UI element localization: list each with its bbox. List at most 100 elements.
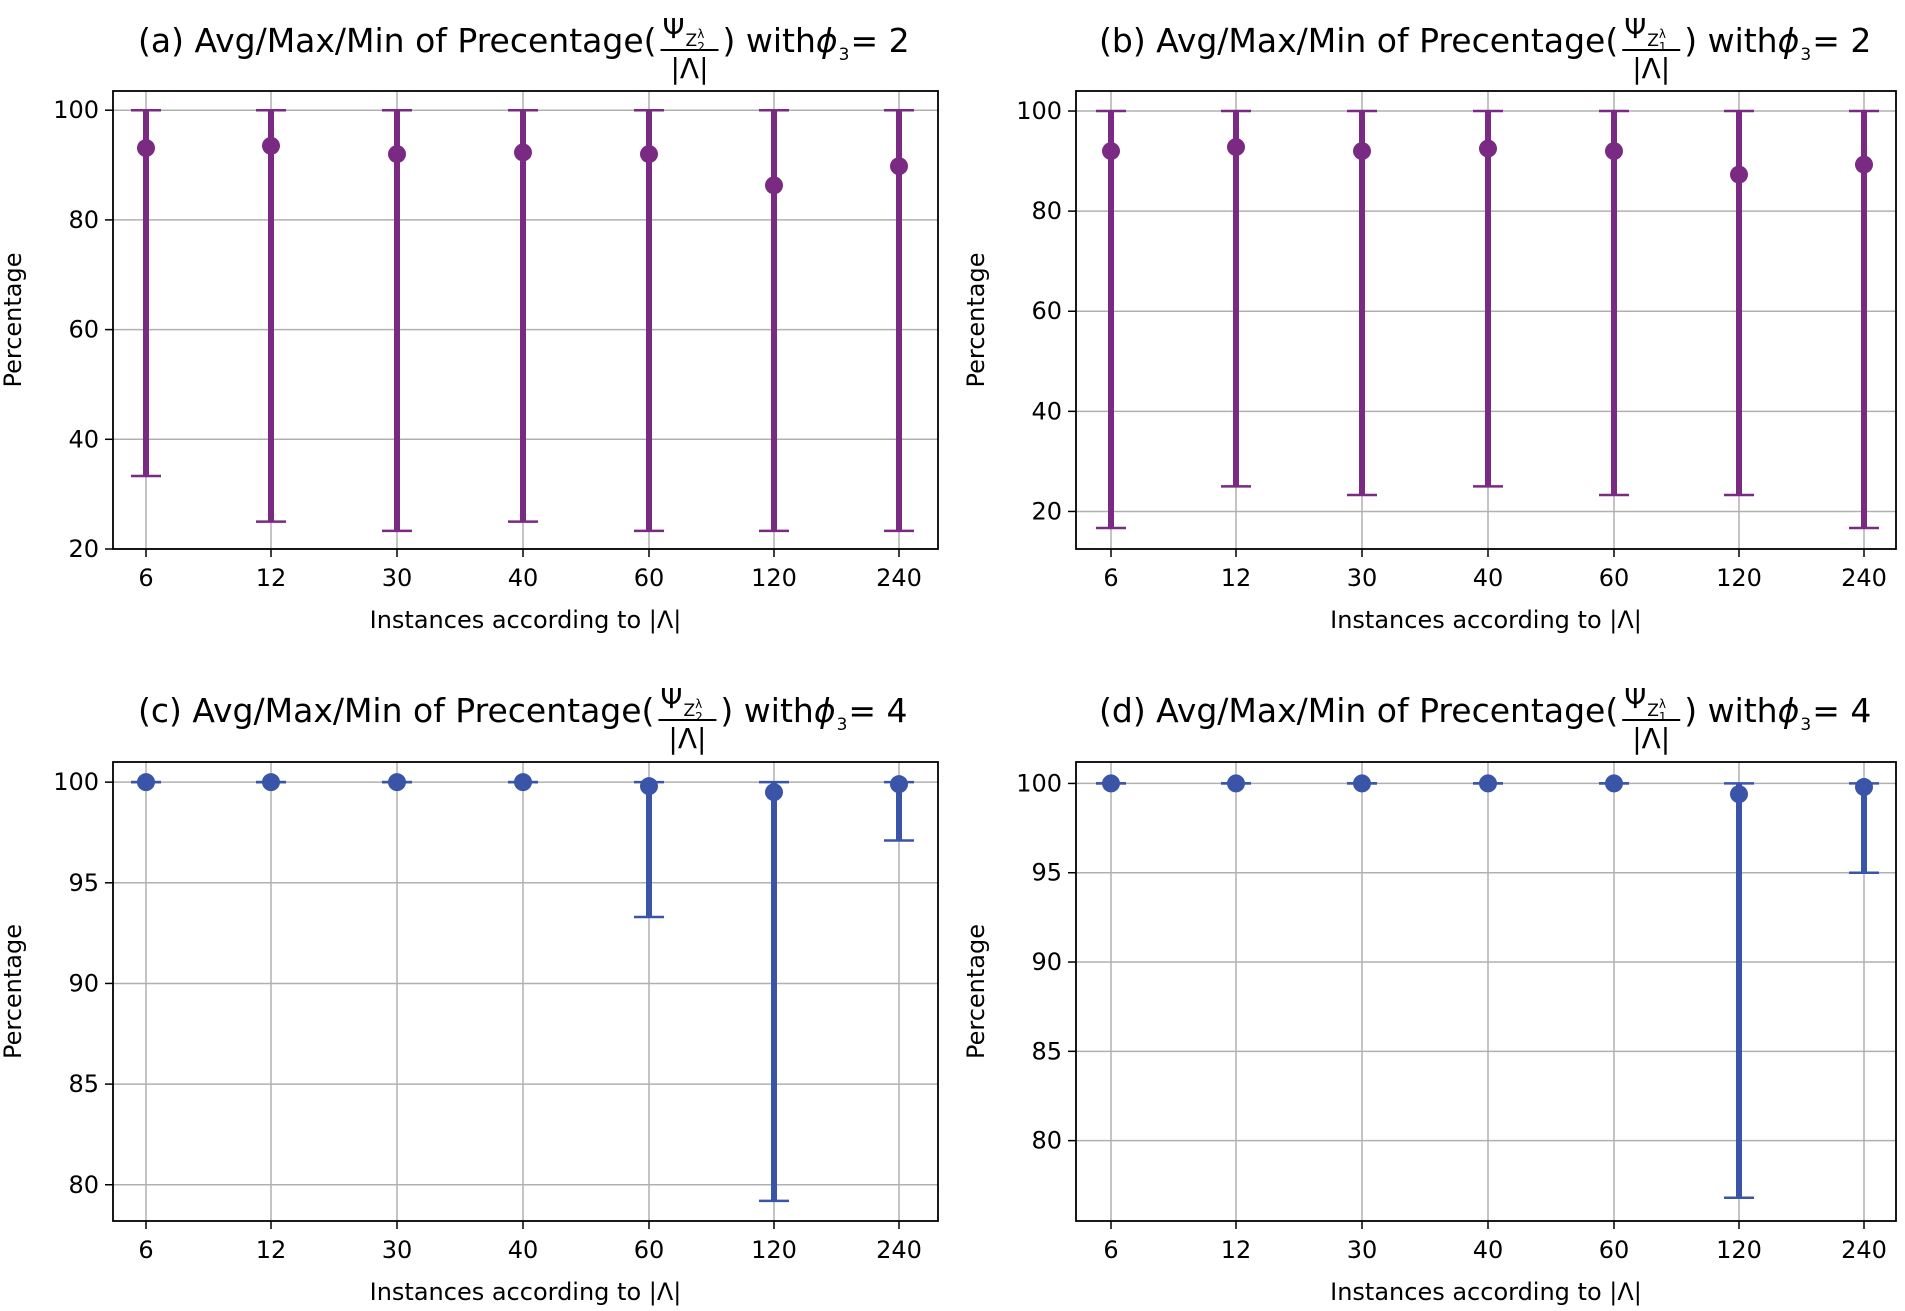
x-tick-label: 6 xyxy=(138,1236,153,1264)
x-tick-label: 60 xyxy=(634,1236,665,1264)
fraction-numerator-subsub: 2 xyxy=(697,40,705,54)
title-suffix: ) with xyxy=(1684,691,1777,730)
y-tick-label: 95 xyxy=(1031,859,1062,887)
axes-frame xyxy=(112,761,939,1222)
fraction-numerator-supsup: λ xyxy=(1659,27,1666,41)
x-tick-label: 6 xyxy=(138,564,153,592)
y-tick-label: 90 xyxy=(1031,948,1062,976)
title-phi-sub: 3 xyxy=(837,715,848,735)
avg-marker xyxy=(1855,155,1873,174)
x-tick-label: 120 xyxy=(751,1236,797,1264)
y-tick-label: 100 xyxy=(1016,769,1062,797)
avg-marker xyxy=(1605,774,1623,793)
avg-marker xyxy=(1605,142,1623,161)
x-tick-label: 30 xyxy=(1347,1236,1378,1264)
title-phi: ϕ xyxy=(1778,691,1800,730)
chart-d: 80 85 90 95 100 6 12 30 40 60 120 240 Instances acco… xyxy=(962,682,1897,1306)
x-tick-label: 240 xyxy=(1841,564,1887,592)
x-tick-label: 6 xyxy=(1103,564,1118,592)
y-axis-label: Percentage xyxy=(962,924,990,1059)
avg-marker xyxy=(388,773,406,792)
y-tick-label: 20 xyxy=(68,535,99,563)
x-tick-label: 40 xyxy=(1473,564,1504,592)
fraction-numerator-subsub: 1 xyxy=(1659,710,1667,724)
x-axis-label: Instances according to |Λ| xyxy=(1330,1278,1642,1306)
title-phi-value: = 2 xyxy=(851,21,910,60)
fraction-numerator-supsup: λ xyxy=(697,27,704,41)
y-tick-label: 60 xyxy=(1031,297,1062,325)
y-tick-label: 80 xyxy=(1031,197,1062,225)
x-tick-label: 60 xyxy=(1599,1236,1630,1264)
y-tick-label: 60 xyxy=(68,316,99,344)
axes-frame xyxy=(1075,761,1897,1222)
y-tick-label: 20 xyxy=(1031,497,1062,525)
title-phi: ϕ xyxy=(1778,21,1800,60)
chart-b: 20 40 60 80 100 6 12 30 40 60 120 240 Instances acco… xyxy=(962,12,1897,634)
y-axis-label: Percentage xyxy=(0,924,27,1059)
y-tick-label: 80 xyxy=(68,206,99,234)
fraction-denominator: |Λ| xyxy=(1632,722,1670,755)
fraction-numerator-sub: Z xyxy=(1647,701,1659,721)
fraction-denominator: |Λ| xyxy=(670,52,708,85)
chart-title: (c) Avg/Max/Min of Precentage(Ψ Z 2λ |Λ|) w… xyxy=(138,682,908,755)
fraction-denominator: |Λ| xyxy=(668,722,706,755)
avg-marker xyxy=(1730,785,1748,804)
avg-marker xyxy=(262,773,280,792)
x-tick-label: 12 xyxy=(1221,1236,1252,1264)
x-tick-label: 40 xyxy=(508,564,539,592)
x-tick-label: 120 xyxy=(751,564,797,592)
avg-marker xyxy=(1102,142,1120,161)
title-phi-sub: 3 xyxy=(1800,715,1811,735)
x-tick-label: 12 xyxy=(256,1236,287,1264)
fraction-numerator: Ψ xyxy=(1624,12,1646,45)
title-phi: ϕ xyxy=(814,691,836,730)
avg-marker xyxy=(137,773,155,792)
y-axis-label: Percentage xyxy=(0,252,27,387)
y-tick-label: 40 xyxy=(68,425,99,453)
chart-a: 20 40 60 80 100 6 12 30 40 60 120 240 Instances acco… xyxy=(0,12,939,634)
x-tick-label: 6 xyxy=(1103,1236,1118,1264)
title-phi: ϕ xyxy=(816,21,838,60)
title-prefix: (a) Avg/Max/Min of Precentage( xyxy=(138,21,657,60)
avg-marker xyxy=(1479,774,1497,793)
fraction-numerator: Ψ xyxy=(660,682,682,715)
fraction-numerator: Ψ xyxy=(1624,682,1646,715)
y-tick-label: 100 xyxy=(1016,97,1062,125)
x-axis-label: Instances according to |Λ| xyxy=(1330,606,1642,634)
avg-marker xyxy=(1353,142,1371,161)
fraction-numerator-subsub: 1 xyxy=(1659,40,1667,54)
y-tick-label: 95 xyxy=(68,869,99,897)
title-prefix: (c) Avg/Max/Min of Precentage( xyxy=(138,691,654,730)
fraction-numerator-supsup: λ xyxy=(695,697,702,711)
chart-c: 80 85 90 95 100 6 12 30 40 60 120 240 Instances acco… xyxy=(0,682,939,1306)
fraction-numerator-supsup: λ xyxy=(1659,697,1666,711)
title-suffix: ) with xyxy=(723,21,816,60)
x-tick-label: 240 xyxy=(876,564,922,592)
y-tick-label: 85 xyxy=(1031,1037,1062,1065)
x-axis-label: Instances according to |Λ| xyxy=(370,606,682,634)
title-phi-sub: 3 xyxy=(1800,45,1811,65)
y-tick-label: 90 xyxy=(68,969,99,997)
x-tick-label: 30 xyxy=(382,564,413,592)
title-suffix: ) with xyxy=(1684,21,1777,60)
x-tick-label: 30 xyxy=(382,1236,413,1264)
x-tick-label: 240 xyxy=(1841,1236,1887,1264)
avg-marker xyxy=(1227,774,1245,793)
title-prefix: (d) Avg/Max/Min of Precentage( xyxy=(1099,691,1618,730)
x-tick-label: 12 xyxy=(256,564,287,592)
y-axis-label: Percentage xyxy=(962,252,990,387)
title-suffix: ) with xyxy=(720,691,813,730)
avg-marker xyxy=(890,775,908,794)
chart-title: (a) Avg/Max/Min of Precentage(Ψ Z 2λ |Λ|) w… xyxy=(138,12,910,85)
x-tick-label: 60 xyxy=(634,564,665,592)
title-phi-value: = 4 xyxy=(1812,691,1871,730)
y-tick-label: 100 xyxy=(53,96,99,124)
title-phi-value: = 2 xyxy=(1812,21,1871,60)
y-tick-label: 80 xyxy=(1031,1127,1062,1155)
avg-marker xyxy=(262,136,280,155)
x-tick-label: 120 xyxy=(1716,564,1762,592)
fraction-numerator-subsub: 2 xyxy=(695,710,703,724)
avg-marker xyxy=(640,145,658,164)
title-prefix: (b) Avg/Max/Min of Precentage( xyxy=(1099,21,1618,60)
